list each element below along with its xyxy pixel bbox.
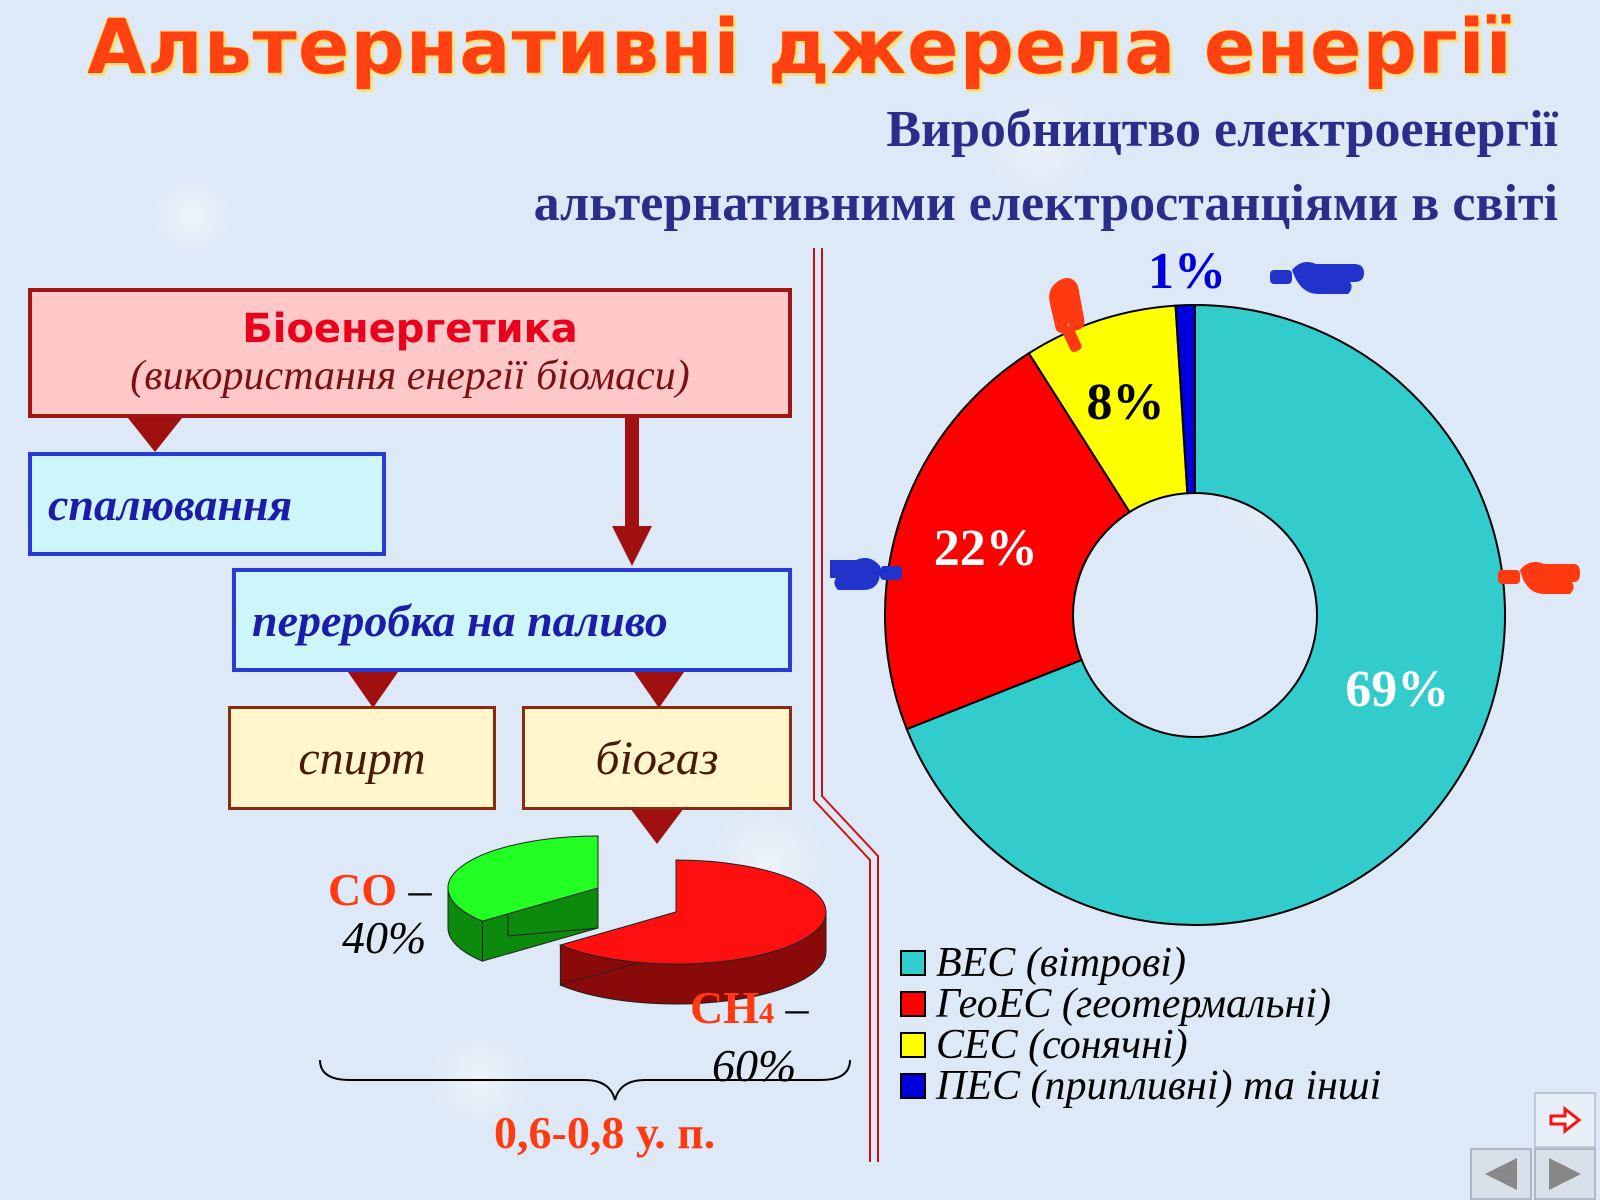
donut-slice xyxy=(884,351,1132,731)
legend-label: ПЕС (припливні) та інші xyxy=(936,1062,1382,1109)
flow-arrow-processing-head xyxy=(612,526,652,566)
legend-item: ГеоЕС (геотермальні) xyxy=(900,981,1381,1027)
biogas-total: 0,6-0,8 у. п. xyxy=(494,1107,716,1158)
alcohol-box: спирт xyxy=(228,706,496,810)
biogas-label: біогаз xyxy=(595,731,719,785)
co-value: 40% xyxy=(342,912,427,963)
co-label: CO xyxy=(328,864,397,915)
chart-subtitle-line2: альтернативними електростанціями в світі xyxy=(533,175,1558,232)
return-button[interactable] xyxy=(1534,1092,1596,1148)
donut-slice xyxy=(905,303,1506,926)
legend-item: ПЕС (припливні) та інші xyxy=(900,1063,1381,1109)
next-slide-button[interactable] xyxy=(1534,1148,1596,1200)
legend-label: ВЕС (вітрові) xyxy=(936,939,1186,986)
energy-donut-chart: 69% 22% 8% 1% xyxy=(830,243,1580,926)
pointing-hand-icon xyxy=(1049,278,1085,353)
biogas-box: біогаз xyxy=(522,706,792,810)
alcohol-label: спирт xyxy=(298,731,426,785)
legend-swatch xyxy=(900,1072,926,1099)
bioenergy-subtitle: (використання енергії біомаси) xyxy=(130,353,690,399)
flow-arrow-biogas-pie xyxy=(630,808,684,844)
flow-arrow-biogas xyxy=(634,672,684,708)
co-label-group: CO – 40% xyxy=(328,866,432,962)
co-dash: – xyxy=(408,864,432,915)
biogas-3d-pie xyxy=(447,835,827,1005)
divider-line xyxy=(813,248,879,1162)
ch4-slice-top xyxy=(558,859,827,965)
total-brace xyxy=(319,1059,851,1101)
pointing-hand-icon xyxy=(1498,562,1580,594)
donut-data-label: 22% xyxy=(934,520,1038,577)
co-slice-top xyxy=(447,835,599,922)
bioenergy-title: Біоенергетика xyxy=(242,306,578,352)
legend-swatch xyxy=(900,990,926,1017)
ch4-label-group: CH4 – 60% xyxy=(690,982,809,1092)
legend-swatch xyxy=(900,1031,926,1058)
prev-triangle-icon xyxy=(1485,1158,1517,1190)
bioenergy-box: Біоенергетика (використання енергії біом… xyxy=(28,288,792,418)
flow-arrow-alcohol xyxy=(348,672,398,708)
donut-data-label: 8% xyxy=(1086,374,1164,431)
pointing-hand-icon xyxy=(1270,262,1364,294)
prev-slide-button[interactable] xyxy=(1470,1148,1532,1200)
donut-slice xyxy=(1174,303,1196,495)
chart-subtitle-line1: Виробництво електроенергії xyxy=(886,101,1558,158)
burning-label: спалювання xyxy=(48,478,293,530)
ch4-label: CH xyxy=(690,982,759,1033)
flow-arrow-burning xyxy=(128,418,182,452)
legend-label: СЕС (сонячні) xyxy=(936,1021,1188,1068)
donut-legend: ВЕС (вітрові) ГеоЕС (геотермальні) СЕС (… xyxy=(900,940,1381,1109)
pointing-hand-icon xyxy=(830,558,902,590)
burning-box: спалювання xyxy=(28,452,386,556)
processing-box: переробка на паливо xyxy=(232,568,792,672)
flow-arrow-processing-shaft xyxy=(625,418,639,528)
next-triangle-icon xyxy=(1549,1158,1581,1190)
legend-swatch xyxy=(900,949,926,976)
page-title: Альтернативні джерела енергії xyxy=(87,2,1513,91)
ch4-dash: – xyxy=(785,982,809,1033)
donut-data-label: 69% xyxy=(1345,661,1449,718)
ch4-value: 60% xyxy=(712,1040,797,1091)
donut-data-label: 1% xyxy=(1148,243,1226,300)
ch4-subscript: 4 xyxy=(759,997,774,1030)
return-arrow-icon xyxy=(1549,1106,1582,1134)
processing-label: переробка на паливо xyxy=(252,594,668,646)
legend-item: СЕС (сонячні) xyxy=(900,1022,1381,1068)
legend-item: ВЕС (вітрові) xyxy=(900,940,1381,986)
legend-label: ГеоЕС (геотермальні) xyxy=(936,980,1331,1027)
